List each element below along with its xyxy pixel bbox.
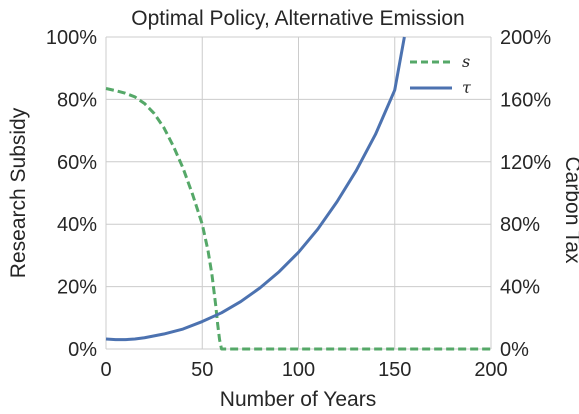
left-y-tick-label: 80% — [57, 89, 97, 111]
right-y-tick-label: 40% — [500, 277, 540, 299]
left-y-axis-title: Research Subsidy — [7, 107, 30, 278]
x-axis-title: Number of Years — [220, 388, 376, 411]
right-y-tick-label: 120% — [500, 152, 551, 174]
x-tick-labels: 0 50 100 150 200 — [100, 359, 507, 381]
series-line-tau — [105, 36, 406, 342]
right-y-tick-labels: 0% 40% 80% 120% 160% 200% — [500, 27, 551, 361]
right-y-tick-label: 200% — [500, 27, 551, 49]
legend: s τ — [410, 52, 472, 97]
left-y-tick-label: 40% — [57, 214, 97, 236]
right-y-tick-label: 160% — [500, 89, 551, 111]
x-tick-label: 0 — [100, 359, 111, 381]
left-y-tick-labels: 0% 20% 40% 60% 80% 100% — [46, 27, 97, 361]
left-y-tick-label: 100% — [46, 27, 97, 49]
right-y-axis-title: Carbon Tax — [561, 156, 579, 264]
right-y-tick-label: 0% — [500, 339, 529, 361]
series-line-s — [105, 87, 491, 351]
x-tick-label: 50 — [191, 359, 213, 381]
x-tick-label: 150 — [378, 359, 411, 381]
left-y-tick-label: 60% — [57, 152, 97, 174]
chart-title: Optimal Policy, Alternative Emission — [131, 7, 464, 30]
legend-label-tau: τ — [462, 78, 472, 97]
x-tick-label: 200 — [474, 359, 507, 381]
x-tick-label: 100 — [282, 359, 315, 381]
left-y-tick-label: 20% — [57, 277, 97, 299]
right-y-tick-label: 80% — [500, 214, 540, 236]
series-layer — [105, 36, 491, 351]
left-y-tick-label: 0% — [68, 339, 97, 361]
grid — [105, 36, 492, 350]
legend-label-s: s — [462, 52, 470, 71]
